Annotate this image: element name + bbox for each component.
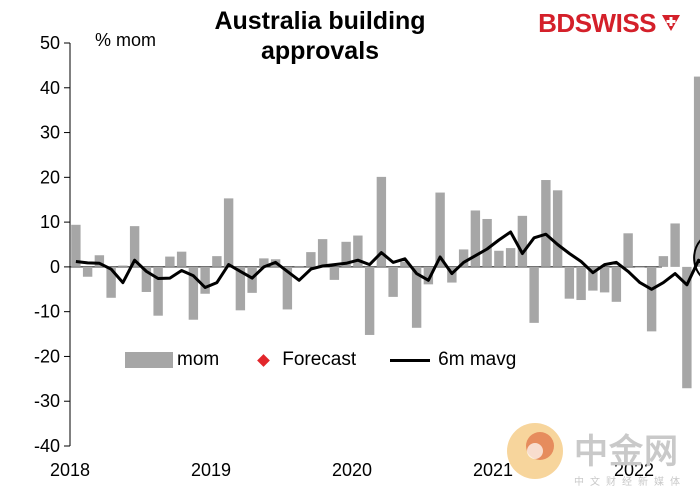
bar-mom — [588, 266, 598, 291]
y-tick-label: -30 — [34, 391, 60, 411]
bar-mom — [188, 266, 199, 320]
watermark: 中金网 中文财经新媒体 — [507, 423, 686, 488]
bar-mom — [329, 266, 340, 280]
legend-label-mavg: 6m mavg — [438, 349, 517, 370]
legend-label-mom: mom — [177, 349, 220, 370]
bar-mom — [517, 215, 528, 267]
bar-mom — [317, 239, 328, 267]
bar-mom — [611, 266, 622, 302]
x-tick-label: 2020 — [332, 460, 372, 480]
y-tick-label: 10 — [40, 212, 60, 232]
bar-mom — [411, 266, 422, 328]
legend-line-swatch — [390, 358, 431, 362]
bar-mom — [82, 266, 93, 277]
bar-mom — [400, 261, 410, 267]
bar-mom — [306, 252, 316, 267]
x-tick-label: 2022 — [614, 460, 654, 480]
y-tick-label: 20 — [40, 167, 60, 187]
y-tick-label: 30 — [40, 123, 60, 143]
bar-mom — [212, 256, 222, 267]
bar-mom — [576, 266, 586, 301]
bar-mom — [388, 266, 398, 297]
x-tick-label: 2019 — [191, 460, 231, 480]
watermark-main-text: 中金网 — [574, 433, 679, 471]
legend-bar-swatch — [125, 352, 173, 368]
bar-mom — [458, 249, 469, 267]
bar-mom — [635, 266, 645, 268]
legend-item-mom: mom — [125, 349, 219, 371]
bar-mom — [153, 266, 163, 316]
watermark-sub-text: 中文财经新媒体 — [574, 477, 686, 488]
bars-layer — [71, 76, 700, 389]
bar-mom — [423, 266, 434, 285]
bar-mom — [129, 226, 140, 267]
y-axis-label: % mom — [95, 30, 157, 50]
bar-mom — [693, 76, 700, 267]
bar-mom — [223, 198, 234, 267]
bar-mom — [376, 176, 387, 267]
brand-logo-text: BDSWISS — [538, 8, 656, 38]
brand-logo-icon — [662, 15, 680, 31]
bar-mom — [658, 256, 669, 267]
watermark-logo-icon — [507, 423, 563, 479]
y-tick-label: -20 — [34, 346, 60, 366]
forecast-circle-annotation — [693, 239, 700, 277]
bar-mom — [118, 265, 128, 267]
line-6m-mavg — [75, 230, 700, 291]
bar-mom — [165, 256, 175, 267]
bar-mom — [670, 223, 680, 267]
bar-mom — [294, 265, 304, 267]
markers-layer — [693, 239, 700, 277]
y-tick-label: 0 — [50, 257, 60, 277]
bar-mom — [176, 251, 187, 267]
legend-item-forecast: Forecast — [253, 349, 356, 371]
bar-mom — [341, 241, 351, 267]
x-tick-label: 2021 — [473, 460, 513, 480]
legend-label-forecast: Forecast — [282, 349, 357, 370]
bar-mom — [94, 255, 105, 267]
y-tick-label: -10 — [34, 302, 60, 322]
bar-mom — [564, 266, 575, 299]
bar-mom — [435, 192, 445, 267]
y-tick-label: -40 — [34, 436, 60, 456]
bar-mom — [599, 266, 610, 293]
y-tick-label: 50 — [40, 33, 60, 53]
legend-item-mavg: 6m mavg — [390, 349, 516, 371]
bar-mom — [259, 258, 269, 267]
bar-mom — [482, 218, 492, 267]
bar-mom — [247, 266, 257, 293]
chart-title-line-1: Australia building — [214, 7, 426, 35]
bar-mom — [529, 266, 539, 323]
legend: mom Forecast 6m mavg — [125, 346, 550, 374]
bar-mom — [71, 224, 81, 267]
bar-mom — [364, 266, 375, 335]
bar-mom — [505, 248, 516, 267]
y-tick-label: 40 — [40, 78, 60, 98]
bar-mom — [106, 266, 116, 298]
bar-mom — [682, 266, 692, 389]
bar-mom — [470, 210, 481, 267]
axes-layer: 50 40 30 20 10 0 -10 -20 -30 -40 2018 2019 2020 2021 2… — [34, 33, 662, 480]
x-tick-label: 2018 — [50, 460, 90, 480]
bar-mom — [200, 266, 210, 294]
bar-mom — [141, 266, 152, 292]
legend-diamond-swatch — [257, 353, 271, 367]
chart-title-line-2: approvals — [260, 37, 380, 65]
bar-mom — [623, 233, 633, 267]
bar-mom — [282, 266, 293, 310]
bar-mom — [494, 250, 504, 267]
line-layer — [75, 230, 700, 291]
bar-mom — [646, 266, 657, 332]
bar-mom — [541, 180, 551, 267]
bar-mom — [235, 266, 246, 311]
bar-mom — [353, 235, 363, 267]
bar-mom — [552, 190, 563, 267]
chart-title: Australia building approvals — [190, 6, 450, 66]
